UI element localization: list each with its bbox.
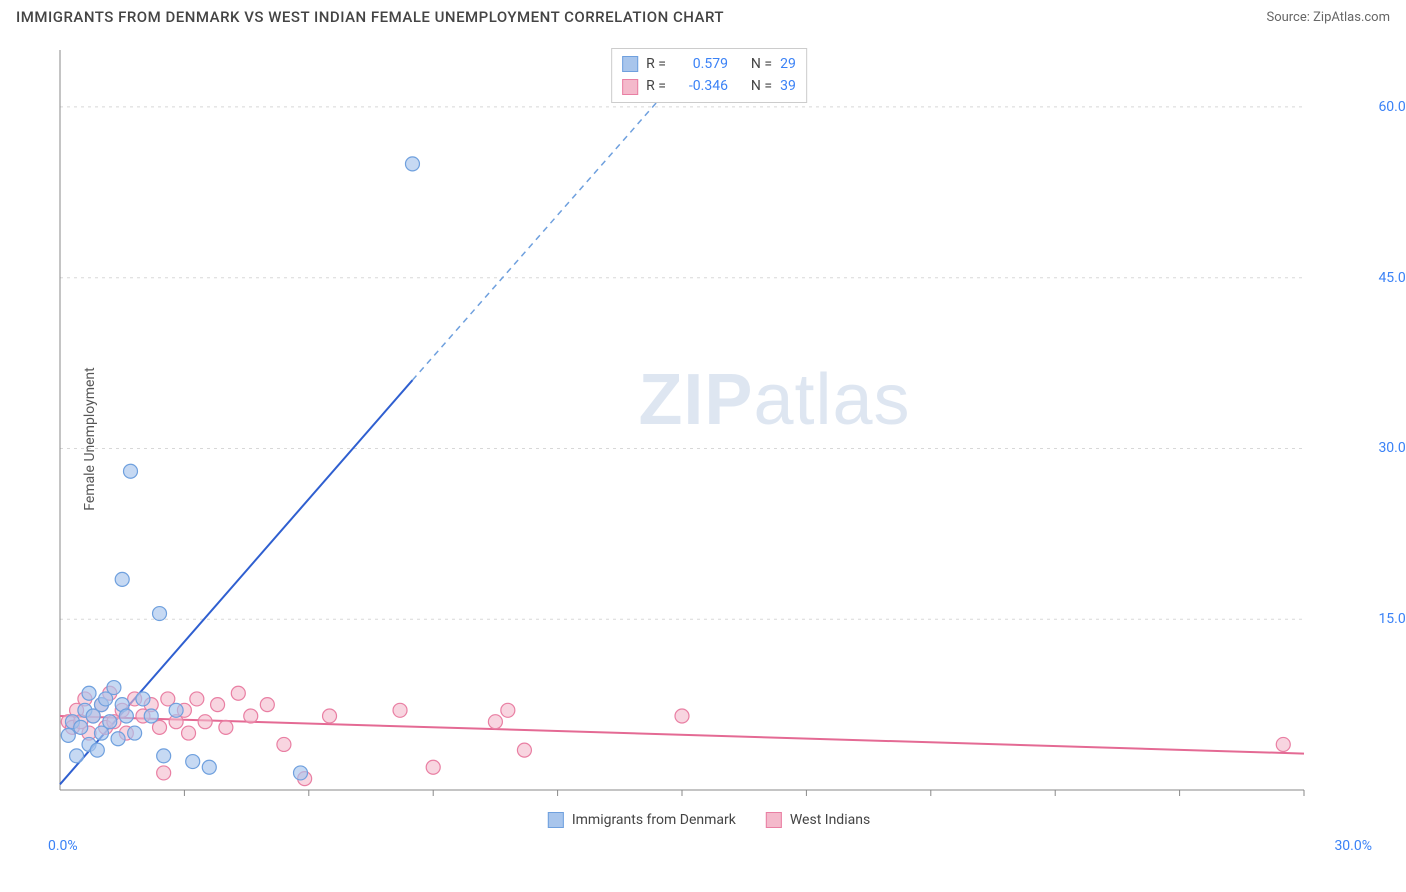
scatter-plot bbox=[54, 44, 1364, 834]
y-tick-label: 30.0% bbox=[1378, 440, 1406, 456]
swatch-series2 bbox=[622, 79, 638, 95]
source-name: ZipAtlas.com bbox=[1313, 10, 1390, 25]
r-label-2: R = bbox=[646, 75, 666, 97]
chart-title: IMMIGRANTS FROM DENMARK VS WEST INDIAN F… bbox=[16, 8, 724, 26]
legend-label-2: West Indians bbox=[790, 812, 870, 828]
y-tick-label: 45.0% bbox=[1378, 270, 1406, 286]
chart-area: Female Unemployment ZIPatlas R = 0.579 N… bbox=[54, 44, 1364, 834]
legend-swatch-1 bbox=[548, 812, 564, 828]
legend-item-2: West Indians bbox=[766, 812, 870, 828]
chart-header: IMMIGRANTS FROM DENMARK VS WEST INDIAN F… bbox=[0, 0, 1406, 38]
stats-row-1: R = 0.579 N = 29 bbox=[622, 53, 796, 75]
stats-box: R = 0.579 N = 29 R = -0.346 N = 39 bbox=[611, 48, 807, 103]
x-tick-start: 0.0% bbox=[48, 838, 78, 854]
x-tick-end: 30.0% bbox=[1334, 838, 1372, 854]
swatch-series1 bbox=[622, 56, 638, 72]
r-value-2: -0.346 bbox=[674, 75, 728, 97]
n-value-2: 39 bbox=[780, 75, 796, 97]
stats-row-2: R = -0.346 N = 39 bbox=[622, 75, 796, 97]
r-label-1: R = bbox=[646, 53, 666, 75]
legend-item-1: Immigrants from Denmark bbox=[548, 812, 736, 828]
y-tick-label: 15.0% bbox=[1378, 611, 1406, 627]
legend-swatch-2 bbox=[766, 812, 782, 828]
r-value-1: 0.579 bbox=[674, 53, 728, 75]
source-label: Source: bbox=[1266, 10, 1313, 25]
bottom-legend: Immigrants from Denmark West Indians bbox=[548, 812, 870, 828]
y-tick-label: 60.0% bbox=[1378, 99, 1406, 115]
n-value-1: 29 bbox=[780, 53, 796, 75]
n-label-2: N = bbox=[751, 75, 772, 97]
legend-label-1: Immigrants from Denmark bbox=[572, 812, 736, 828]
n-label-1: N = bbox=[751, 53, 772, 75]
chart-source: Source: ZipAtlas.com bbox=[1266, 10, 1390, 25]
